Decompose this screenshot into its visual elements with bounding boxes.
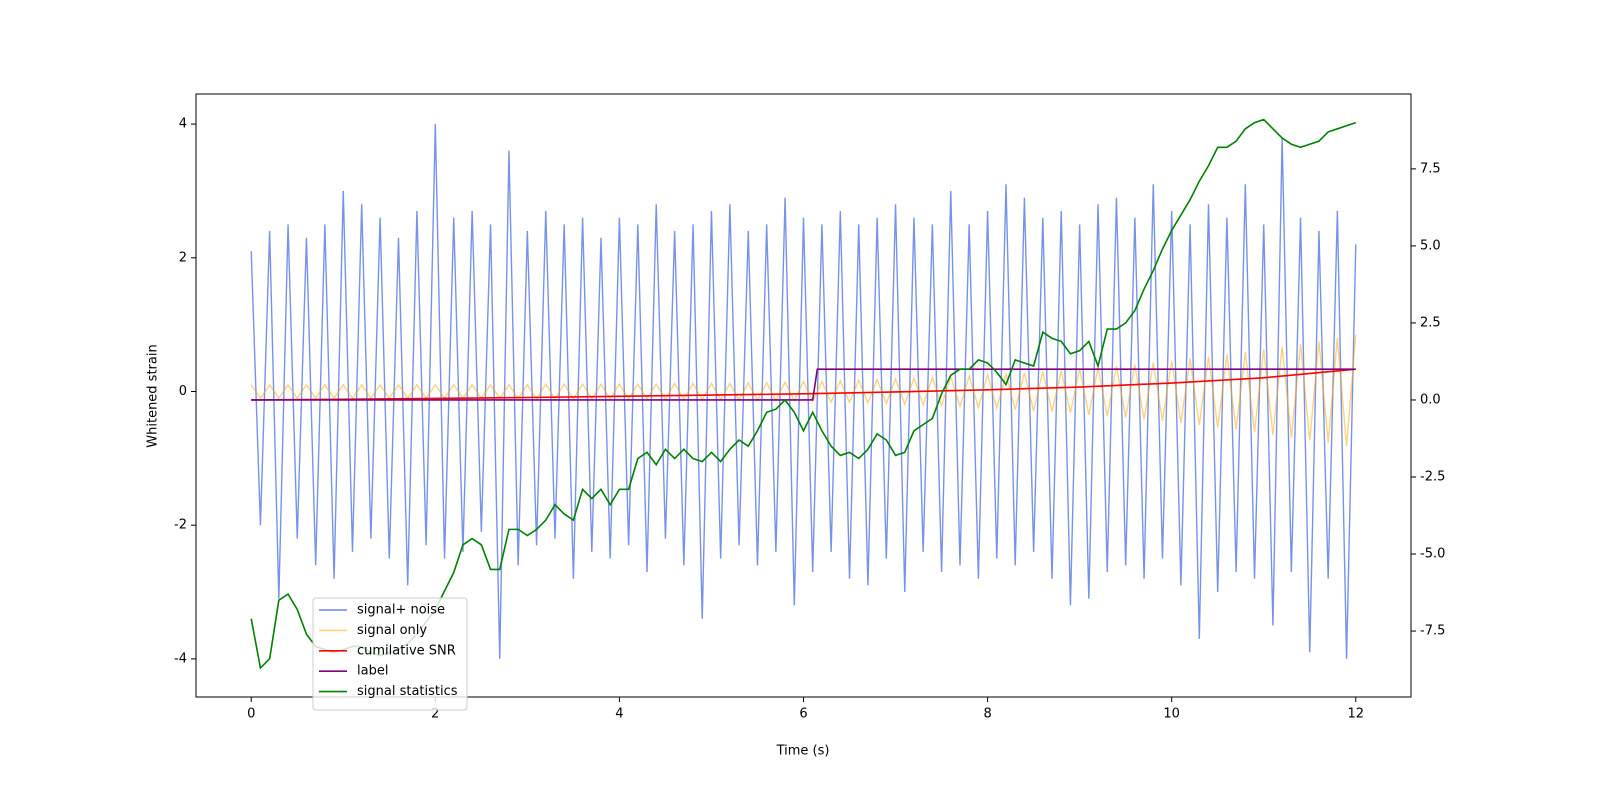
series-line	[251, 368, 1356, 401]
series-line	[250, 334, 1357, 447]
legend-label: label	[357, 664, 388, 679]
y2-tick-label: -2.5	[1420, 469, 1445, 484]
y2-tick-label: -5.0	[1420, 547, 1445, 562]
x-tick-label: 6	[799, 707, 807, 722]
y-tick-label: 2	[179, 250, 187, 265]
y2-tick-label: 0.0	[1420, 392, 1441, 407]
x-tick-label: 10	[1163, 707, 1180, 722]
legend-label: signal only	[357, 623, 427, 638]
x-axis-label: Time (s)	[776, 744, 830, 759]
x-tick-label: 0	[247, 707, 255, 722]
series-line	[250, 124, 1357, 659]
series-line	[251, 368, 1356, 401]
x-tick-label: 4	[615, 707, 623, 722]
y-tick-label: -4	[174, 651, 187, 666]
legend-label: signal statistics	[357, 684, 458, 699]
y2-tick-label: 2.5	[1420, 315, 1441, 330]
x-tick-label: 12	[1347, 707, 1364, 722]
y-tick-label: 4	[179, 117, 187, 132]
legend-box	[312, 597, 468, 711]
legend-label: signal+ noise	[357, 603, 445, 618]
y2-tick-label: 7.5	[1420, 161, 1441, 176]
y-tick-label: -2	[174, 518, 187, 533]
y-tick-label: 0	[179, 384, 187, 399]
x-tick-label: 2	[431, 707, 439, 722]
x-tick-label: 8	[983, 707, 991, 722]
y2-tick-label: -7.5	[1420, 624, 1445, 639]
y2-tick-label: 5.0	[1420, 238, 1441, 253]
legend-label: cumilative SNR	[357, 643, 456, 658]
y-axis-label: Whitened strain	[146, 344, 161, 447]
